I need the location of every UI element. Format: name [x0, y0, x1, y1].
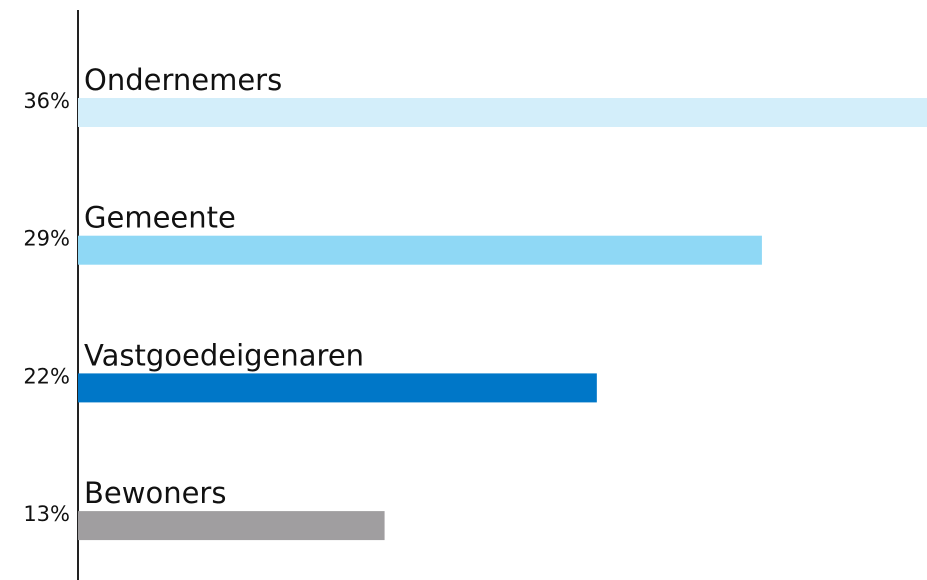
- bar: [78, 511, 385, 541]
- value-label: 29%: [23, 227, 70, 251]
- value-label: 22%: [23, 364, 70, 388]
- value-label: 36%: [23, 89, 70, 113]
- category-label: Ondernemers: [84, 63, 282, 97]
- category-label: Vastgoedeigenaren: [84, 338, 364, 372]
- category-label: Bewoners: [84, 476, 226, 510]
- bar: [78, 235, 762, 265]
- bar: [78, 98, 927, 127]
- category-label: Gemeente: [84, 201, 236, 235]
- value-label: 13%: [23, 502, 70, 526]
- bar: [78, 373, 597, 403]
